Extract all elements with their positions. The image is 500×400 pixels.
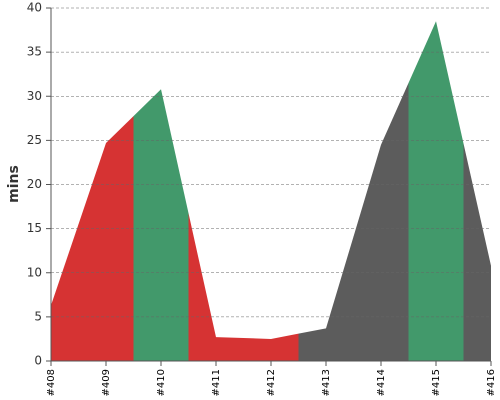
y-tick-label: 10 [27, 265, 42, 279]
y-tick-label: 20 [27, 177, 42, 191]
x-tick-label: #413 [321, 369, 332, 396]
x-tick-label: #416 [486, 369, 497, 396]
y-tick-label: 15 [27, 221, 42, 235]
area-segment [298, 236, 354, 361]
area-segment [51, 224, 79, 361]
y-tick-label: 35 [27, 45, 42, 59]
area-segment [188, 213, 244, 361]
x-tick-label: #410 [156, 369, 167, 396]
area-segment [408, 21, 464, 362]
y-tick-label: 25 [27, 133, 42, 147]
y-axis-label: mins [6, 165, 22, 203]
x-tick-label: #408 [46, 369, 57, 396]
area-segment [78, 116, 134, 361]
y-tick-label: 40 [27, 1, 42, 15]
x-tick-label: #411 [211, 369, 222, 396]
area-segment [463, 143, 491, 361]
area-segment [243, 333, 299, 361]
x-tick-label: #409 [101, 369, 112, 396]
y-tick-label: 0 [34, 354, 42, 368]
area-segment [353, 83, 409, 361]
y-tick-label: 5 [34, 309, 42, 323]
x-tick-label: #414 [376, 369, 387, 396]
x-tick-label: #412 [266, 369, 277, 396]
y-tick-label: 30 [27, 89, 42, 103]
area-segment [133, 89, 189, 361]
x-tick-label: #415 [431, 369, 442, 396]
